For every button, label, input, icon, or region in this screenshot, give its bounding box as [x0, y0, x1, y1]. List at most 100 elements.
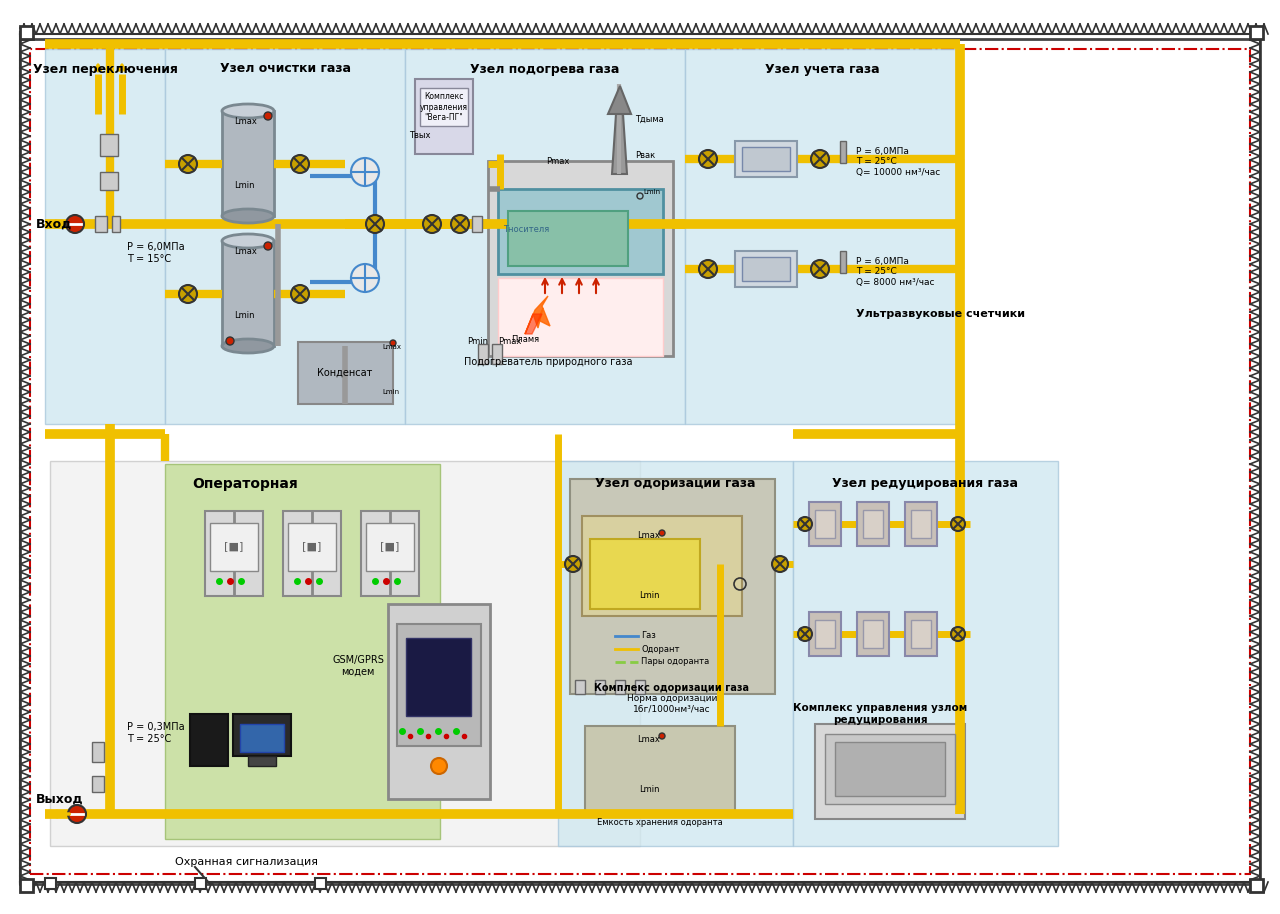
Bar	[595, 680, 605, 694]
Text: Пары одоранта: Пары одоранта	[641, 657, 709, 666]
Text: Pвак: Pвак	[635, 152, 655, 161]
Circle shape	[366, 215, 384, 233]
Bar	[498, 278, 663, 356]
Text: [■]: [■]	[380, 541, 399, 551]
Bar	[863, 620, 883, 648]
Bar	[735, 141, 797, 177]
Text: Р = 6,0МПа
T = 15°С: Р = 6,0МПа T = 15°С	[127, 242, 184, 263]
Text: Lmax: Lmax	[637, 532, 660, 540]
Bar	[404, 49, 685, 424]
Text: Комплекс одоризации газа: Комплекс одоризации газа	[594, 683, 750, 693]
Circle shape	[797, 627, 812, 641]
Bar	[840, 141, 846, 163]
Circle shape	[772, 556, 788, 572]
Circle shape	[351, 264, 379, 292]
Text: Выход: Выход	[36, 792, 83, 805]
Bar	[221, 111, 274, 216]
Circle shape	[951, 627, 965, 641]
Bar	[45, 49, 165, 424]
Text: Lmin: Lmin	[640, 784, 660, 793]
Circle shape	[390, 340, 396, 346]
Bar	[45, 878, 56, 889]
Circle shape	[699, 260, 717, 278]
Text: Тносителя: Тносителя	[503, 225, 549, 233]
Bar	[815, 620, 835, 648]
Circle shape	[227, 337, 234, 345]
Text: Конденсат: Конденсат	[317, 368, 372, 378]
Polygon shape	[612, 114, 627, 174]
Bar	[100, 172, 118, 190]
Bar	[20, 879, 33, 892]
Text: Узел одоризации газа: Узел одоризации газа	[595, 477, 755, 491]
Text: Узел переключения: Узел переключения	[32, 62, 178, 76]
Bar	[420, 88, 468, 126]
Text: Охранная сигнализация: Охранная сигнализация	[175, 857, 317, 867]
Bar	[366, 523, 413, 571]
Bar	[558, 461, 794, 846]
Circle shape	[291, 155, 308, 173]
Circle shape	[264, 112, 273, 120]
Text: Пламя: Пламя	[511, 335, 539, 344]
Bar	[165, 464, 440, 839]
Text: Pmin: Pmin	[467, 337, 489, 346]
Circle shape	[179, 155, 197, 173]
Bar	[858, 502, 890, 546]
Ellipse shape	[221, 209, 274, 223]
Bar	[809, 612, 841, 656]
Circle shape	[951, 517, 965, 531]
Bar	[835, 742, 945, 796]
Circle shape	[564, 556, 581, 572]
Bar	[50, 461, 640, 846]
Bar	[100, 134, 118, 156]
Bar	[685, 49, 960, 424]
Bar	[195, 878, 206, 889]
Text: Lmax: Lmax	[637, 735, 660, 743]
Text: Норма одоризации
16г/1000нм³/час: Норма одоризации 16г/1000нм³/час	[627, 695, 717, 714]
Circle shape	[812, 260, 829, 278]
Text: Lmax: Lmax	[234, 247, 257, 256]
Bar	[809, 502, 841, 546]
Bar	[283, 511, 340, 596]
Text: Емкость хранения одоранта: Емкость хранения одоранта	[598, 818, 723, 827]
Bar	[92, 776, 104, 792]
Text: [■]: [■]	[302, 541, 321, 551]
Bar	[388, 604, 490, 799]
Bar	[840, 251, 846, 273]
Circle shape	[264, 242, 273, 250]
Circle shape	[812, 150, 829, 168]
Text: Lmin: Lmin	[640, 591, 660, 600]
Bar	[635, 680, 645, 694]
Bar	[858, 612, 890, 656]
Text: Тдыма: Тдыма	[635, 114, 664, 123]
Bar	[905, 502, 937, 546]
Bar	[614, 680, 625, 694]
Bar	[815, 724, 965, 819]
Circle shape	[431, 758, 447, 774]
Text: Lmin: Lmin	[381, 389, 399, 395]
Text: Lmax: Lmax	[381, 344, 401, 350]
Text: Узел учета газа: Узел учета газа	[764, 62, 879, 76]
Bar	[165, 49, 404, 424]
Bar	[1251, 26, 1263, 39]
Bar	[488, 161, 673, 356]
Bar	[492, 344, 502, 364]
Bar	[575, 680, 585, 694]
Text: Комплекс
управления
"Вега-ПГ": Комплекс управления "Вега-ПГ"	[420, 92, 468, 122]
Text: Pmax: Pmax	[547, 157, 570, 166]
Bar	[20, 26, 33, 39]
Circle shape	[351, 158, 379, 186]
Circle shape	[68, 805, 86, 823]
Circle shape	[451, 215, 468, 233]
Bar	[189, 714, 228, 766]
Circle shape	[659, 530, 666, 536]
Text: Lmax: Lmax	[234, 116, 257, 125]
Bar	[241, 724, 284, 752]
Bar	[315, 878, 326, 889]
Polygon shape	[525, 296, 550, 334]
Circle shape	[67, 215, 84, 233]
Bar	[298, 342, 393, 404]
Circle shape	[422, 215, 442, 233]
Bar	[205, 511, 262, 596]
Bar	[233, 714, 291, 756]
Text: Вход: Вход	[36, 218, 73, 230]
